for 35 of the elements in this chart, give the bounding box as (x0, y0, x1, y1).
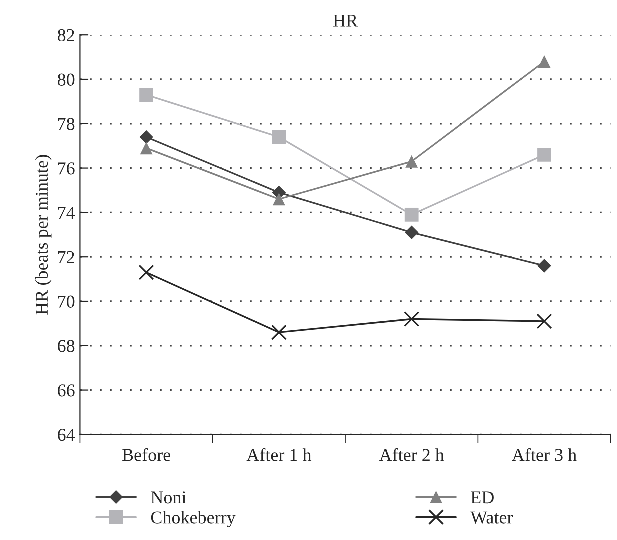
point (404, 226, 419, 240)
chart-title: HR (334, 14, 358, 27)
point (536, 314, 552, 330)
point (272, 193, 286, 206)
y-tick-label: 80 (58, 74, 75, 86)
point (138, 264, 154, 280)
y-tick-label: 82 (58, 29, 74, 42)
y-tick-label: 78 (58, 118, 75, 130)
y-axis-title: HR (beats per minute) (35, 155, 52, 315)
point (538, 55, 551, 68)
x-tick-label: After 3 h (512, 448, 577, 462)
y-tick-label: 72 (58, 251, 74, 264)
point (406, 155, 418, 168)
point (271, 324, 287, 340)
legend-label: ED (471, 492, 494, 504)
point (404, 208, 419, 222)
legend-label: Water (470, 512, 514, 524)
x-tick-label: After 1 h (246, 448, 312, 462)
y-tick-label: 68 (58, 340, 75, 352)
point (140, 88, 154, 102)
x-tick-label: Before (122, 448, 170, 462)
point (404, 311, 420, 328)
y-tick-label: 70 (58, 296, 75, 308)
y-tick-label: 66 (58, 384, 75, 397)
x-tick-label: After 2 h (379, 448, 444, 462)
point (272, 130, 286, 144)
legend-label: Noni (151, 492, 186, 504)
legend-label: Chokeberry (151, 511, 236, 528)
point (538, 148, 552, 162)
y-tick-label: 64 (58, 429, 76, 442)
point (140, 142, 153, 155)
point (140, 130, 154, 144)
point (538, 259, 552, 273)
y-tick-label: 76 (58, 162, 75, 175)
y-tick-label: 74 (58, 207, 76, 219)
